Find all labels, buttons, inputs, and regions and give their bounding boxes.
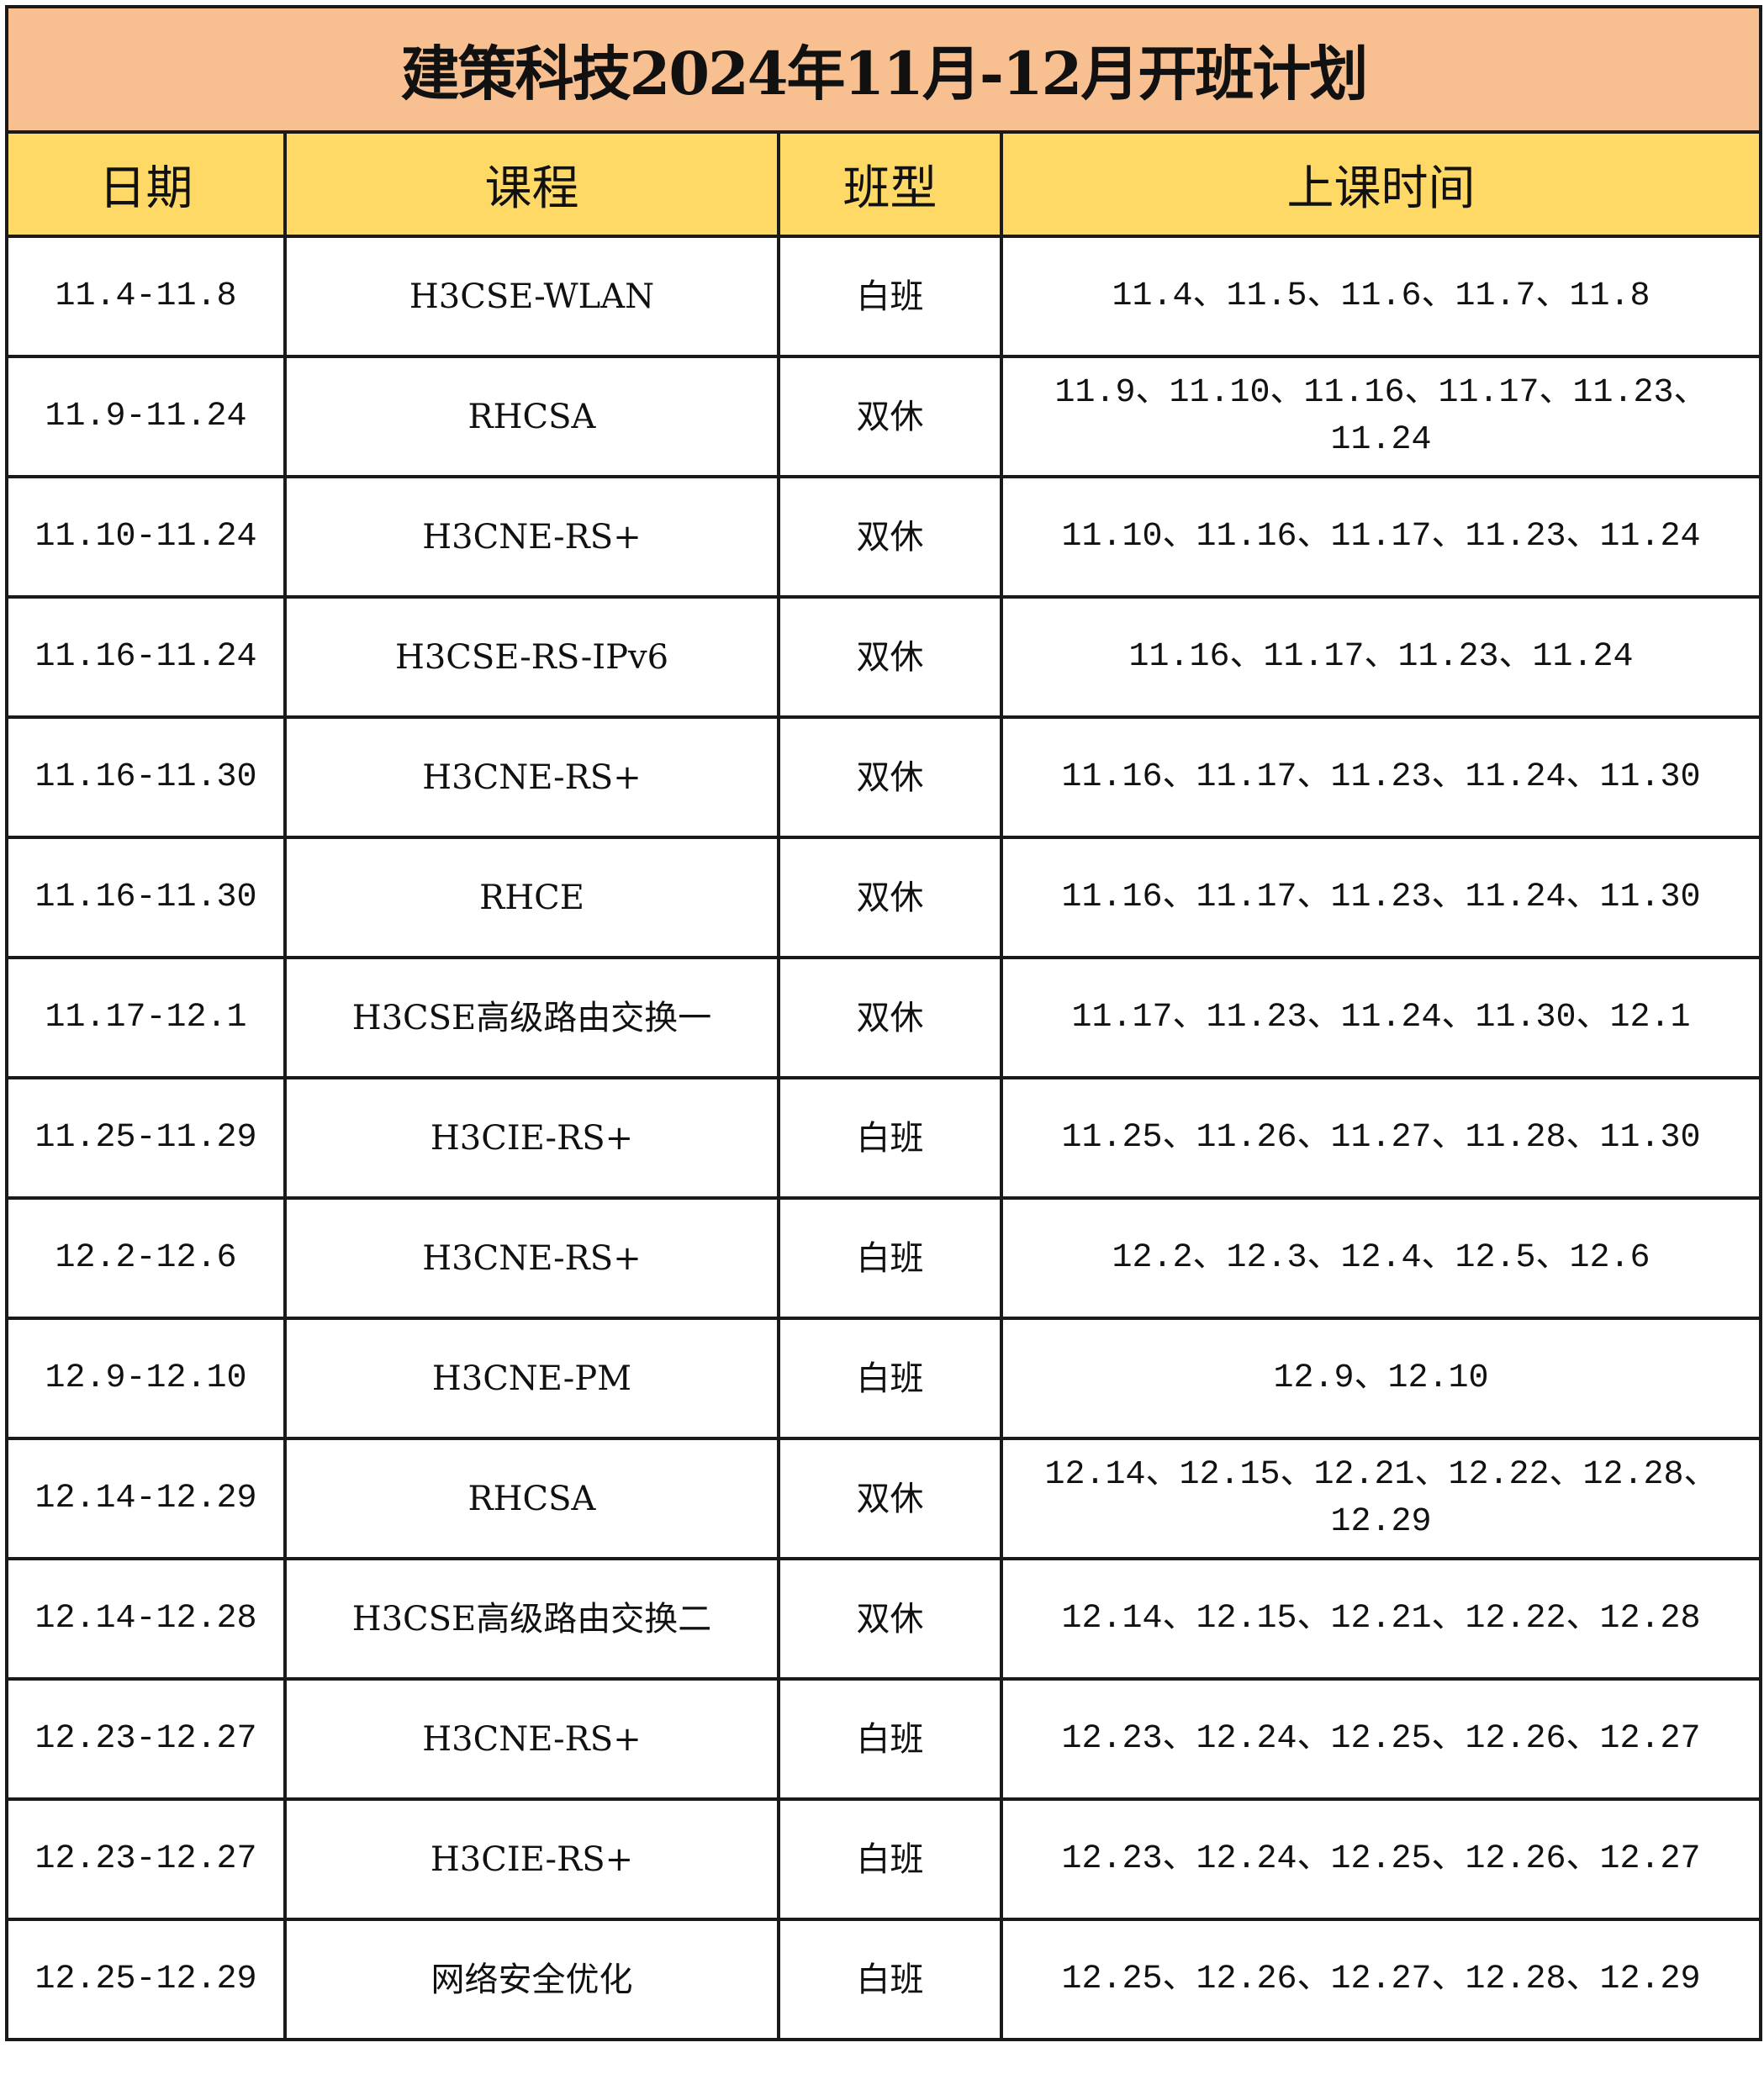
class-times-cell: 11.16、11.17、11.23、11.24、11.30 [999,836,1763,959]
table-row: 11.10-11.24 H3CNE-RS+ 双休 11.10、11.16、11.17、… [5,475,1763,599]
table-row: 12.2-12.6 H3CNE-RS+ 白班 12.2、12.3、12.4、12.5、… [5,1196,1763,1320]
class-type-cell: 白班 [777,1076,1003,1200]
course-cell: RHCE [283,836,780,959]
table-row: 12.25-12.29 网络安全优化 白班 12.25、12.26、12.27、12.… [5,1918,1763,2041]
date-cell: 12.23-12.27 [5,1677,287,1801]
class-times-cell: 12.25、12.26、12.27、12.28、12.29 [999,1918,1763,2041]
date-cell: 11.9-11.24 [5,355,287,478]
table-body: 11.4-11.8 H3CSE-WLAN 白班 11.4、11.5、11.6、11.7… [5,235,1763,2041]
course-cell: H3CNE-RS+ [283,1677,780,1801]
schedule-table: 建策科技2024年11月-12月开班计划 日期 课程 班型 上课时间 11.4-… [4,5,1763,2041]
course-cell: H3CIE-RS+ [283,1076,780,1200]
class-type-cell: 双休 [777,475,1003,599]
table-row: 12.9-12.10 H3CNE-PM 白班 12.9、12.10 [5,1317,1763,1440]
class-times-cell: 11.16、11.17、11.23、11.24 [999,595,1763,719]
course-cell: H3CNE-RS+ [283,475,780,599]
course-cell: H3CNE-PM [283,1317,780,1440]
class-type-cell: 双休 [777,715,1003,839]
class-times-cell: 11.10、11.16、11.17、11.23、11.24 [999,475,1763,599]
table-row: 11.25-11.29 H3CIE-RS+ 白班 11.25、11.26、11.27、… [5,1076,1763,1200]
class-type-cell: 白班 [777,1677,1003,1801]
course-cell: RHCSA [283,355,780,478]
class-type-cell: 双休 [777,355,1003,478]
course-cell: H3CSE-RS-IPv6 [283,595,780,719]
table-row: 12.14-12.29 RHCSA 双休 12.14、12.15、12.21、12.2… [5,1437,1763,1560]
date-cell: 11.16-11.24 [5,595,287,719]
date-cell: 12.9-12.10 [5,1317,287,1440]
header-course: 课程 [283,130,780,238]
class-type-cell: 白班 [777,1196,1003,1320]
course-cell: H3CSE高级路由交换二 [283,1557,780,1681]
course-cell: H3CSE-WLAN [283,235,780,358]
table-row: 11.17-12.1 H3CSE高级路由交换一 双休 11.17、11.23、11.2… [5,956,1763,1079]
class-type-cell: 双休 [777,595,1003,719]
date-cell: 12.23-12.27 [5,1797,287,1921]
date-cell: 11.16-11.30 [5,836,287,959]
class-times-cell: 11.16、11.17、11.23、11.24、11.30 [999,715,1763,839]
date-cell: 12.14-12.29 [5,1437,287,1560]
course-cell: H3CSE高级路由交换一 [283,956,780,1079]
class-type-cell: 双休 [777,956,1003,1079]
class-times-cell: 11.17、11.23、11.24、11.30、12.1 [999,956,1763,1079]
date-cell: 11.25-11.29 [5,1076,287,1200]
date-cell: 12.2-12.6 [5,1196,287,1320]
date-cell: 12.14-12.28 [5,1557,287,1681]
course-cell: H3CNE-RS+ [283,715,780,839]
table-row: 12.23-12.27 H3CIE-RS+ 白班 12.23、12.24、12.25、… [5,1797,1763,1921]
date-cell: 11.17-12.1 [5,956,287,1079]
class-type-cell: 双休 [777,1557,1003,1681]
date-cell: 12.25-12.29 [5,1918,287,2041]
date-cell: 11.16-11.30 [5,715,287,839]
table-row: 11.16-11.24 H3CSE-RS-IPv6 双休 11.16、11.17、11… [5,595,1763,719]
class-times-cell: 12.14、12.15、12.21、12.22、12.28、12.29 [999,1437,1763,1560]
course-cell: RHCSA [283,1437,780,1560]
date-cell: 11.4-11.8 [5,235,287,358]
table-row: 11.9-11.24 RHCSA 双休 11.9、11.10、11.16、11.17、… [5,355,1763,478]
class-times-cell: 12.23、12.24、12.25、12.26、12.27 [999,1677,1763,1801]
date-cell: 11.10-11.24 [5,475,287,599]
class-type-cell: 双休 [777,836,1003,959]
course-cell: 网络安全优化 [283,1918,780,2041]
class-type-cell: 白班 [777,1797,1003,1921]
table-row: 12.14-12.28 H3CSE高级路由交换二 双休 12.14、12.15、12.… [5,1557,1763,1681]
class-times-cell: 11.9、11.10、11.16、11.17、11.23、11.24 [999,355,1763,478]
table-title: 建策科技2024年11月-12月开班计划 [4,5,1763,134]
class-times-cell: 12.9、12.10 [999,1317,1763,1440]
class-times-cell: 12.2、12.3、12.4、12.5、12.6 [999,1196,1763,1320]
class-type-cell: 白班 [777,1317,1003,1440]
class-times-cell: 12.23、12.24、12.25、12.26、12.27 [999,1797,1763,1921]
table-row: 11.16-11.30 RHCE 双休 11.16、11.17、11.23、11.24… [5,836,1763,959]
table-row: 11.4-11.8 H3CSE-WLAN 白班 11.4、11.5、11.6、11.7… [5,235,1763,358]
course-cell: H3CIE-RS+ [283,1797,780,1921]
class-times-cell: 12.14、12.15、12.21、12.22、12.28 [999,1557,1763,1681]
header-class-times: 上课时间 [999,130,1763,238]
class-type-cell: 白班 [777,1918,1003,2041]
course-cell: H3CNE-RS+ [283,1196,780,1320]
class-times-cell: 11.4、11.5、11.6、11.7、11.8 [999,235,1763,358]
class-type-cell: 白班 [777,235,1003,358]
table-row: 12.23-12.27 H3CNE-RS+ 白班 12.23、12.24、12.25、… [5,1677,1763,1801]
table-row: 11.16-11.30 H3CNE-RS+ 双休 11.16、11.17、11.23、… [5,715,1763,839]
class-times-cell: 11.25、11.26、11.27、11.28、11.30 [999,1076,1763,1200]
header-class-type: 班型 [777,130,1003,238]
class-type-cell: 双休 [777,1437,1003,1560]
header-date: 日期 [5,130,287,238]
